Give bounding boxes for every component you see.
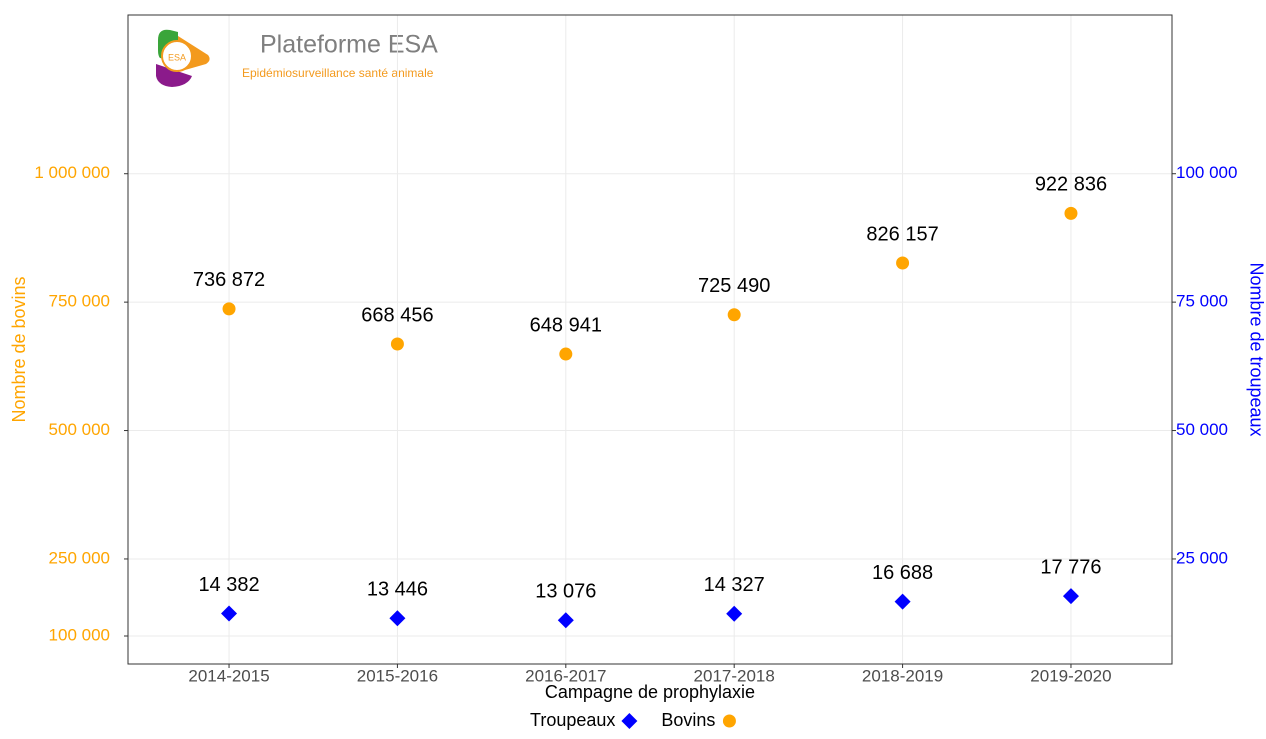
point bbox=[390, 337, 404, 351]
point bbox=[896, 256, 910, 270]
point bbox=[221, 605, 238, 622]
y-tick-label: 500 000 bbox=[49, 420, 110, 439]
logo: ESA Plateforme ESA Epidémiosurveillance … bbox=[156, 29, 438, 87]
y2-tick-label: 25 000 bbox=[1176, 548, 1228, 567]
logo-circle bbox=[161, 40, 193, 72]
data-label: 736 872 bbox=[193, 269, 265, 291]
x-tick-label: 2019-2020 bbox=[1030, 666, 1111, 685]
data-label: 648 941 bbox=[530, 314, 602, 336]
plot-frame bbox=[127, 14, 1173, 665]
x-tick-label: 2014-2015 bbox=[188, 666, 269, 685]
point bbox=[727, 308, 741, 322]
point bbox=[726, 605, 743, 622]
data-label: 922 836 bbox=[1035, 174, 1107, 196]
grid bbox=[128, 15, 1172, 664]
y-tick-label: 750 000 bbox=[49, 292, 110, 311]
point bbox=[389, 610, 406, 627]
y2-tick-label: 50 000 bbox=[1176, 420, 1228, 439]
point bbox=[1064, 206, 1078, 220]
data-label: 13 076 bbox=[535, 580, 596, 602]
x-tick-label: 2015-2016 bbox=[357, 666, 438, 685]
data-label: 17 776 bbox=[1040, 556, 1101, 578]
data-label: 16 688 bbox=[872, 562, 933, 584]
legend: Troupeaux Bovins bbox=[530, 710, 736, 730]
x-axis-label: Campagne de prophylaxie bbox=[545, 682, 755, 702]
point bbox=[894, 593, 911, 610]
logo-badge: ESA bbox=[168, 52, 186, 62]
legend-label: Bovins bbox=[661, 710, 715, 730]
data-label: 668 456 bbox=[361, 304, 433, 326]
legend-label: Troupeaux bbox=[530, 710, 615, 730]
y-tick-label: 100 000 bbox=[49, 625, 110, 644]
y-tick-label: 250 000 bbox=[49, 548, 110, 567]
data-label: 826 157 bbox=[866, 223, 938, 245]
y2-axis-label: Nombre de troupeaux bbox=[1246, 262, 1266, 436]
data-label: 725 490 bbox=[698, 275, 770, 297]
data-label: 14 382 bbox=[198, 574, 259, 596]
point bbox=[557, 612, 574, 629]
point bbox=[559, 347, 573, 361]
y2-tick-label: 100 000 bbox=[1176, 163, 1237, 182]
data-label: 13 446 bbox=[367, 579, 428, 601]
point bbox=[722, 714, 736, 728]
logo-shape bbox=[156, 64, 192, 87]
y2-tick-label: 75 000 bbox=[1176, 292, 1228, 311]
x-tick-label: 2017-2018 bbox=[694, 666, 775, 685]
x-tick-label: 2018-2019 bbox=[862, 666, 943, 685]
y-axis-label: Nombre de bovins bbox=[9, 276, 29, 422]
point bbox=[1062, 588, 1079, 605]
logo-title: Plateforme ESA bbox=[260, 31, 438, 59]
y-tick-label: 1 000 000 bbox=[34, 163, 110, 182]
data-label: 14 327 bbox=[704, 574, 765, 596]
point bbox=[222, 302, 236, 316]
point bbox=[621, 713, 638, 729]
x-tick-label: 2016-2017 bbox=[525, 666, 606, 685]
logo-subtitle: Epidémiosurveillance santé animale bbox=[242, 66, 434, 80]
